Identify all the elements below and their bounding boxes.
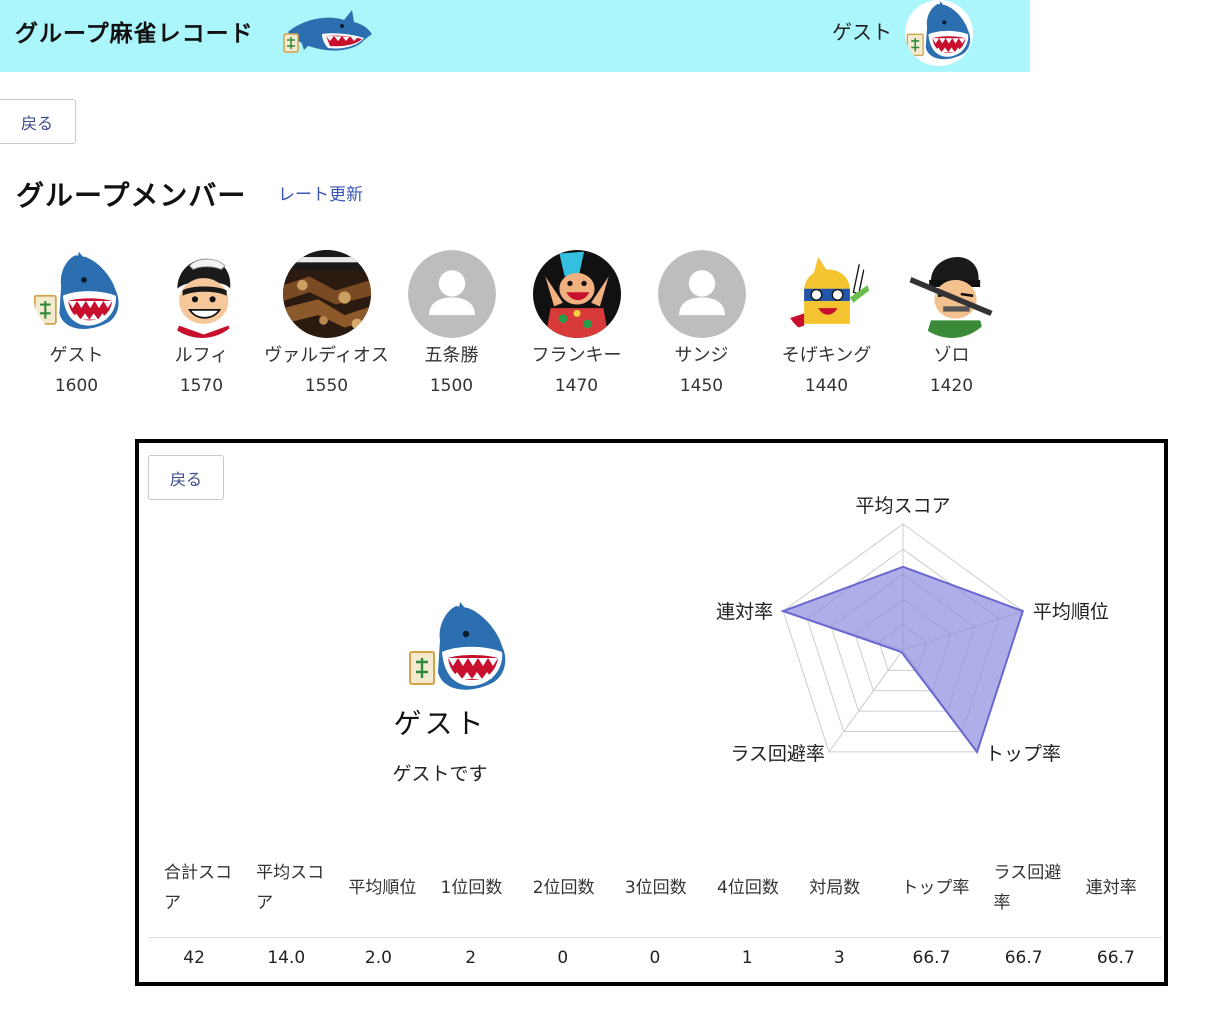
member-rate: 1420 (929, 376, 974, 396)
radar-series-area (780, 565, 1025, 755)
stats-table: 合計スコア 平均スコア 平均順位 1位回数 2位回数 3位回数 4位回数 対局数… (148, 845, 1162, 978)
profile-avatar (408, 600, 508, 700)
member-name: そげキング (781, 345, 872, 366)
stats-header-row: 合計スコア 平均スコア 平均順位 1位回数 2位回数 3位回数 4位回数 対局数… (148, 845, 1162, 938)
stats-cell: 0 (649, 947, 661, 968)
member-name: ゲスト (49, 345, 104, 366)
member-avatar (532, 250, 621, 338)
stats-cell: 3 (833, 947, 845, 968)
shark-mahjong-icon (33, 250, 121, 338)
sogeking-avatar-icon (782, 250, 871, 338)
stats-cell: 66.7 (912, 947, 951, 968)
member-sogeking[interactable]: そげキング 1440 (764, 250, 889, 401)
member-name: ゾロ (933, 345, 970, 366)
shark-mahjong-icon (408, 600, 508, 700)
app-title[interactable]: グループ麻雀レコード (15, 21, 254, 47)
stats-header: 連対率 (1069, 845, 1162, 938)
stats-cell: 2 (465, 947, 477, 968)
shark-mahjong-icon (905, 0, 973, 66)
member-guest[interactable]: ゲスト 1600 (14, 250, 139, 401)
member-name: サンジ (674, 345, 729, 366)
rate-update-link[interactable]: レート更新 (278, 185, 363, 205)
stats-cell: 1 (741, 947, 753, 968)
member-gojo[interactable]: 五条勝 1500 (389, 250, 514, 401)
member-name: ヴァルディオス (264, 345, 389, 366)
member-sanji[interactable]: サンジ 1450 (639, 250, 764, 401)
stats-header: 対局数 (793, 845, 886, 938)
zoro-avatar-icon (907, 250, 996, 338)
radar-axis-label: 平均スコア (855, 495, 950, 517)
stats-header: 平均順位 (332, 845, 425, 938)
stats-header: 合計スコア (148, 845, 241, 938)
stats-cell: 66.7 (1096, 947, 1135, 968)
member-avatar (782, 250, 871, 338)
member-rate: 1440 (804, 376, 849, 396)
member-franky[interactable]: フランキー 1470 (514, 250, 639, 401)
member-rate: 1550 (304, 376, 349, 396)
group-members-title: グループメンバー (16, 179, 247, 212)
radar-axis-label: トップ率 (985, 743, 1061, 765)
stats-cell: 0 (557, 947, 569, 968)
radar-axis-label: ラス回避率 (730, 743, 825, 765)
stats-cell: 14.0 (267, 947, 306, 968)
member-rate: 1500 (429, 376, 474, 396)
member-avatar (907, 250, 996, 338)
stats-row: 42 14.0 2.0 2 0 0 1 3 66.7 66.7 66.7 (148, 937, 1162, 978)
member-name: ルフィ (174, 345, 229, 366)
back-button[interactable]: 戻る (0, 99, 76, 144)
app-header: グループ麻雀レコード ゲスト (0, 0, 1030, 72)
member-rate: 1450 (679, 376, 724, 396)
member-list: ゲスト 1600 ルフィ 1570 (0, 250, 1030, 415)
stats-header: 4位回数 (701, 845, 794, 938)
member-luffy[interactable]: ルフィ 1570 (139, 250, 264, 401)
stats-header: 2位回数 (516, 845, 609, 938)
panel-back-button[interactable]: 戻る (148, 455, 224, 500)
member-rate: 1470 (554, 376, 599, 396)
member-zoro[interactable]: ゾロ 1420 (889, 250, 1014, 401)
radar-axis-label: 平均順位 (1033, 601, 1109, 623)
stats-header: ラス回避率 (977, 845, 1070, 938)
luffy-avatar-icon (157, 250, 246, 338)
stats-header: 1位回数 (424, 845, 517, 938)
member-avatar (32, 250, 121, 338)
profile-description: ゲストです (392, 763, 488, 785)
member-valdios[interactable]: ヴァルディオス 1550 (264, 250, 389, 401)
profile-name: ゲスト (393, 707, 487, 740)
radar-grid-ring (782, 523, 1024, 753)
stats-cell: 42 (183, 947, 205, 968)
member-name: フランキー (531, 345, 622, 366)
member-avatar (282, 250, 371, 338)
radar-axis-line (828, 649, 904, 753)
stats-cell: 66.7 (1004, 947, 1043, 968)
stats-header: 平均スコア (240, 845, 333, 938)
radar-axis-label: 連対率 (716, 601, 773, 623)
franky-avatar-icon (532, 250, 621, 338)
shark-logo-icon (283, 10, 372, 53)
default-user-icon (408, 250, 496, 338)
header-avatar[interactable] (905, 0, 973, 66)
header-user-name[interactable]: ゲスト (832, 20, 892, 44)
member-rate: 1600 (54, 376, 99, 396)
photo-avatar-icon (282, 250, 371, 338)
member-avatar (157, 250, 246, 338)
member-name: 五条勝 (424, 345, 479, 366)
stats-header: トップ率 (885, 845, 978, 938)
stats-header: 3位回数 (608, 845, 702, 938)
stats-cell: 2.0 (364, 947, 392, 968)
member-avatar (657, 250, 746, 338)
member-avatar (407, 250, 496, 338)
default-user-icon (658, 250, 746, 338)
member-rate: 1570 (179, 376, 224, 396)
